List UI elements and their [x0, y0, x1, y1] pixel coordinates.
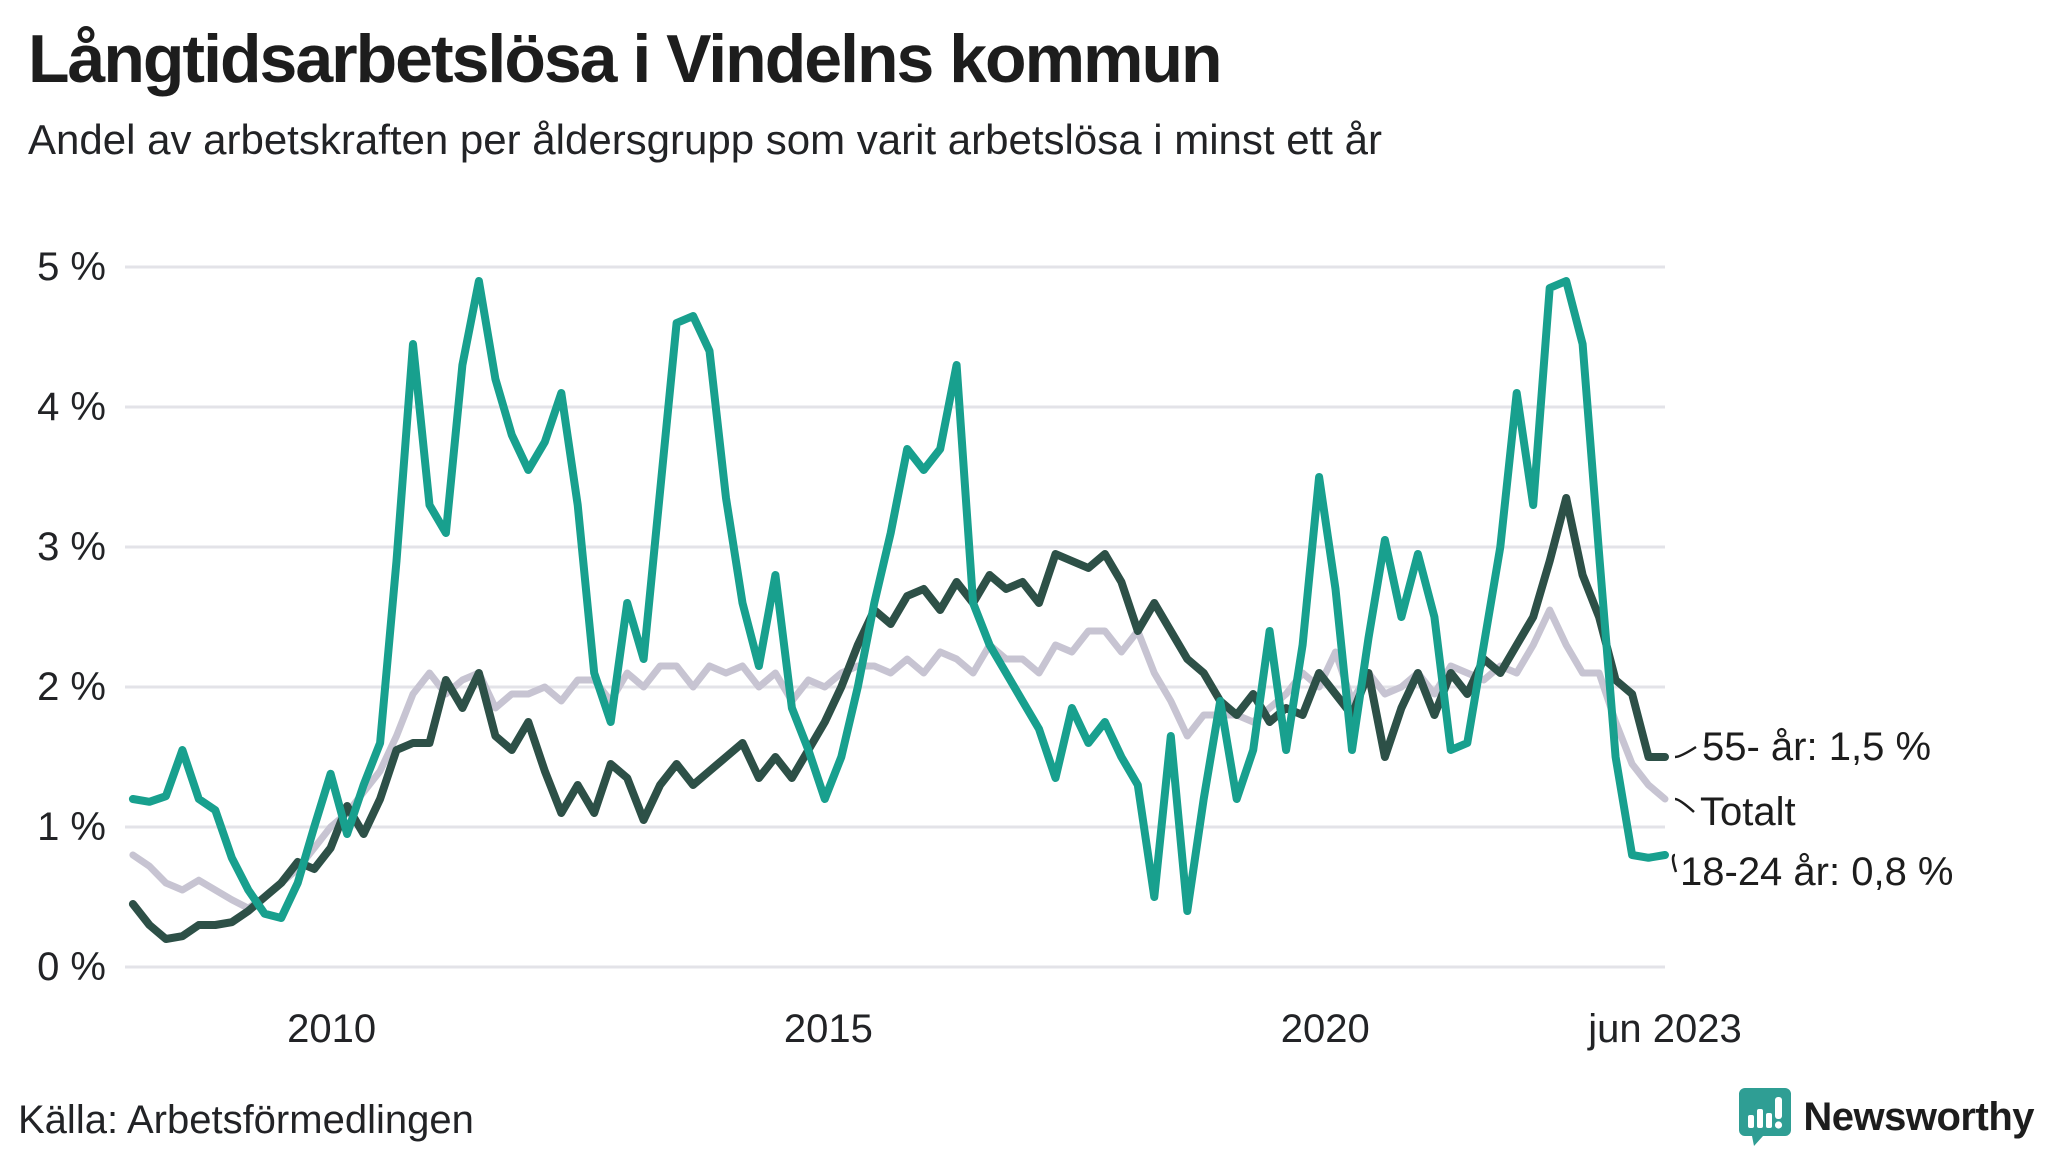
x-axis-tick: 2015 — [783, 1007, 873, 1051]
brand-logo: Newsworthy — [1739, 1082, 2034, 1152]
x-axis-tick: 2010 — [287, 1007, 377, 1051]
y-axis-tick: 0 % — [37, 945, 106, 989]
page-title: Långtidsarbetslösa i Vindelns kommun — [28, 21, 1223, 97]
x-axis-tick: 2020 — [1280, 1007, 1370, 1051]
exclamation-dot-icon — [1775, 1121, 1783, 1129]
brand-name: Newsworthy — [1803, 1094, 2034, 1139]
bar-icon — [1748, 1115, 1755, 1128]
y-axis-tick: 1 % — [37, 805, 106, 849]
newsworthy-bubble-icon — [1739, 1088, 1792, 1146]
y-axis-tick: 2 % — [37, 665, 106, 709]
bar-icon — [1757, 1109, 1764, 1128]
bar-icon — [1766, 1113, 1773, 1128]
series-label-totalt: Totalt — [1700, 790, 1796, 834]
source-note: Källa: Arbetsförmedlingen — [18, 1098, 474, 1142]
exclamation-icon — [1775, 1097, 1783, 1119]
series-label-55: 55- år: 1,5 % — [1702, 725, 1932, 769]
y-axis-tick: 3 % — [37, 525, 106, 569]
series-label-18-24: 18-24 år: 0,8 % — [1680, 850, 1954, 894]
chart-subtitle: Andel av arbetskraften per åldersgrupp s… — [28, 116, 1382, 163]
x-axis-tick: jun 2023 — [1588, 1007, 1742, 1051]
y-axis-tick: 4 % — [37, 385, 106, 429]
y-axis-tick: 5 % — [37, 245, 106, 289]
